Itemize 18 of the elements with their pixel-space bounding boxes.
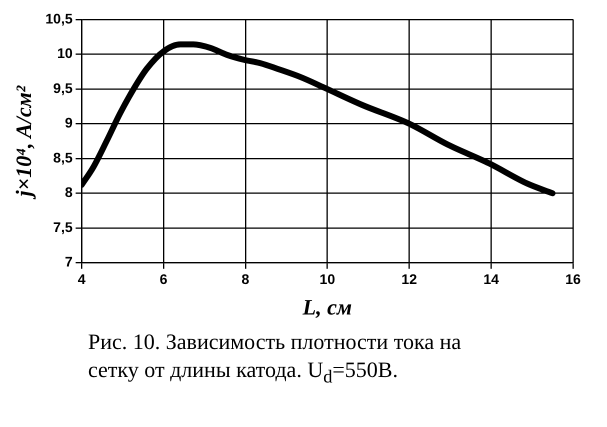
y-axis-title: j×10⁴, A/см² [10, 85, 36, 200]
x-axis-title: L, см [302, 294, 352, 320]
y-tick-label: 7 [64, 254, 73, 270]
y-tick-label: 9,5 [53, 80, 73, 96]
y-tick-label: 10,5 [45, 10, 73, 26]
y-tick-label: 10 [57, 45, 73, 62]
x-tick-label: 12 [401, 271, 418, 288]
y-tick-label: 7,5 [53, 218, 73, 235]
y-tick-label: 9 [64, 114, 73, 131]
x-tick-label: 4 [78, 271, 86, 288]
y-tick-label: 8,5 [53, 149, 73, 166]
x-tick-label: 10 [320, 271, 336, 288]
y-tick-label: 8 [64, 184, 73, 200]
text: Рис. 10. Зависимость плотности тока на сетку от длины катода. U$_{d}$=550В. [88, 328, 462, 388]
x-tick-label: 14 [483, 271, 500, 288]
x-tick-label: 6 [160, 271, 168, 288]
x-tick-label: 8 [242, 271, 250, 288]
x-tick-label: 16 [565, 271, 581, 288]
